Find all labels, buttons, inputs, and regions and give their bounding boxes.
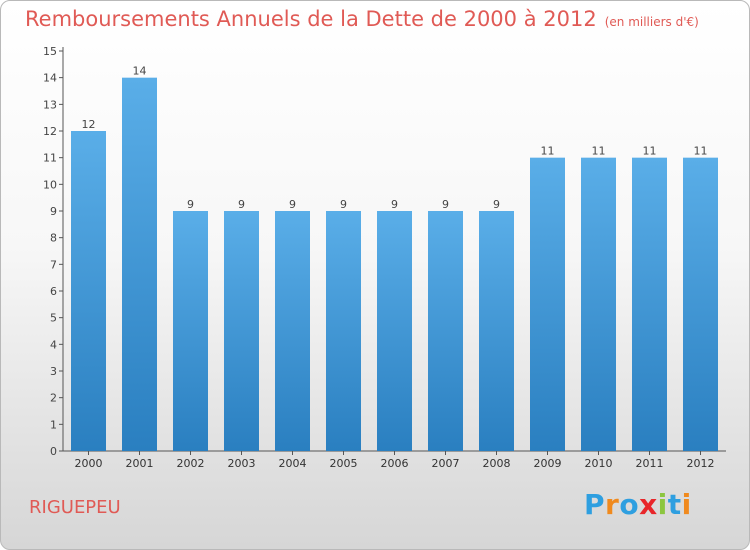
x-tick-label: 2012 [687,457,715,470]
x-tick-label: 2011 [636,457,664,470]
chart-title: Remboursements Annuels de la Dette de 20… [25,7,699,31]
x-tick-label: 2003 [228,457,256,470]
y-tick-label: 3 [50,365,57,378]
bar [581,157,616,451]
data-label: 9 [442,198,449,211]
logo-letter: i [657,488,668,521]
y-tick-label: 9 [50,205,57,218]
bar [326,211,361,451]
bar [71,131,106,451]
bar [530,157,565,451]
y-tick-label: 4 [50,338,57,351]
data-label: 9 [391,198,398,211]
bar [377,211,412,451]
x-tick-label: 2006 [381,457,409,470]
bar [173,211,208,451]
data-label: 9 [289,198,296,211]
y-tick-label: 2 [50,392,57,405]
y-tick-label: 0 [50,445,57,458]
bar [632,157,667,451]
data-label: 11 [541,145,555,158]
y-tick-label: 13 [43,98,57,111]
y-tick-label: 12 [43,125,57,138]
y-tick-label: 14 [43,72,57,85]
x-tick-label: 2002 [177,457,205,470]
bar [428,211,463,451]
x-tick-label: 2000 [75,457,103,470]
y-tick-label: 5 [50,312,57,325]
bar [224,211,259,451]
data-label: 9 [340,198,347,211]
logo-letter: t [667,488,682,521]
chart-title-main: Remboursements Annuels de la Dette de 20… [25,7,597,31]
y-tick-label: 10 [43,178,57,191]
data-label: 11 [694,145,708,158]
logo-letter: P [584,488,606,521]
y-tick-label: 1 [50,418,57,431]
bar [683,157,718,451]
data-label: 12 [82,118,96,131]
x-tick-label: 2010 [585,457,613,470]
y-tick-label: 7 [50,258,57,271]
x-tick-label: 2004 [279,457,307,470]
bar [122,77,157,452]
logo-letter: r [605,488,620,521]
x-tick-label: 2007 [432,457,460,470]
data-label: 11 [643,145,657,158]
x-tick-label: 2005 [330,457,358,470]
y-tick-label: 8 [50,232,57,245]
y-tick-label: 11 [43,152,57,165]
y-tick-label: 15 [43,45,57,58]
data-label: 14 [133,65,147,78]
chart-title-unit: (en milliers d'€) [604,15,699,29]
logo-letter: x [639,488,658,521]
data-label: 9 [238,198,245,211]
data-label: 9 [187,198,194,211]
y-tick-label: 6 [50,285,57,298]
x-tick-label: 2008 [483,457,511,470]
logo-letter: i [681,488,692,521]
proxiti-logo: Proxiti [584,488,692,521]
x-tick-label: 2009 [534,457,562,470]
bar [275,211,310,451]
x-tick-label: 2001 [126,457,154,470]
commune-name: RIGUEPEU [29,497,121,518]
data-label: 9 [493,198,500,211]
data-label: 11 [592,145,606,158]
logo-letter: o [619,488,640,521]
bar [479,211,514,451]
